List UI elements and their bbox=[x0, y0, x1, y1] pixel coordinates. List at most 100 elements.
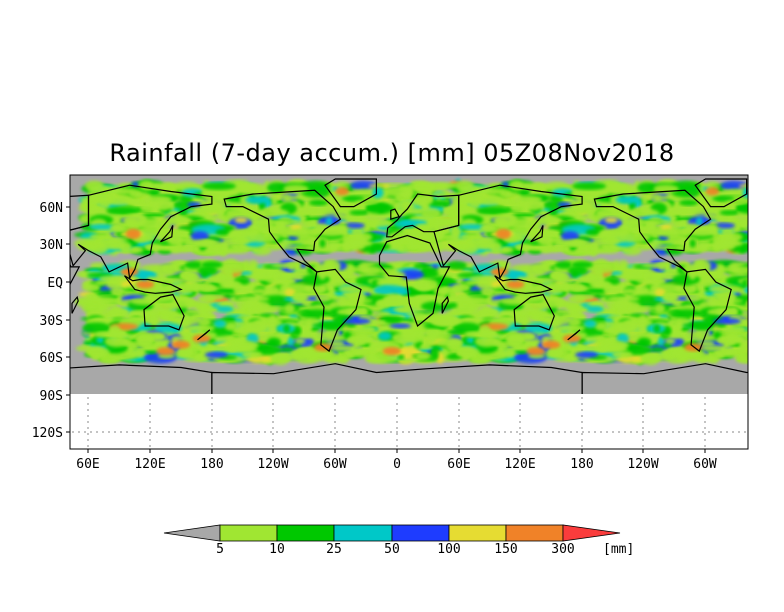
rain-cell bbox=[720, 180, 747, 191]
rain-cell bbox=[649, 283, 683, 294]
rain-cell bbox=[686, 226, 717, 237]
rain-cell bbox=[752, 199, 776, 206]
rain-cell bbox=[750, 268, 768, 274]
rain-cell bbox=[98, 275, 131, 283]
rain-cell bbox=[595, 262, 615, 268]
rain-cell bbox=[506, 271, 528, 278]
rain-cell bbox=[765, 332, 784, 342]
rain-cell bbox=[567, 266, 588, 276]
rain-cell bbox=[167, 234, 183, 246]
rain-cell bbox=[768, 185, 783, 195]
rain-cell bbox=[325, 217, 333, 226]
rain-cell bbox=[400, 219, 428, 226]
rain-cell bbox=[748, 316, 762, 325]
rain-cell bbox=[779, 262, 784, 272]
rain-cell bbox=[753, 337, 768, 345]
rain-cell bbox=[766, 300, 780, 306]
rain-cell bbox=[372, 187, 384, 199]
rain-cell bbox=[123, 214, 148, 227]
rain-cell bbox=[771, 223, 784, 232]
rain-cell bbox=[779, 300, 784, 309]
rain-cell bbox=[765, 192, 782, 203]
rain-cell bbox=[765, 291, 784, 297]
rain-cell bbox=[245, 196, 270, 204]
rain-cell bbox=[716, 222, 736, 229]
rain-cell bbox=[748, 333, 767, 341]
rain-cell bbox=[397, 354, 405, 360]
rain-cell bbox=[747, 225, 748, 228]
rain-cell bbox=[745, 351, 748, 358]
rain-cell bbox=[493, 214, 518, 227]
rain-cell bbox=[771, 331, 784, 338]
rain-cell bbox=[773, 288, 784, 298]
rain-cell bbox=[765, 269, 784, 275]
rain-cell bbox=[622, 288, 638, 295]
rain-cell bbox=[779, 267, 784, 273]
rain-cell bbox=[760, 188, 770, 193]
rain-cell bbox=[744, 311, 748, 317]
rain-cell bbox=[745, 184, 748, 187]
rain-cell bbox=[765, 219, 783, 226]
rain-cell bbox=[778, 319, 784, 329]
rain-cell bbox=[119, 241, 132, 254]
rain-cell bbox=[459, 242, 479, 255]
rain-cell bbox=[752, 306, 784, 317]
rain-cell bbox=[769, 323, 784, 334]
rain-cell bbox=[756, 341, 784, 347]
rain-cell bbox=[144, 244, 162, 250]
rain-cell bbox=[780, 277, 784, 286]
rain-cell bbox=[765, 268, 784, 274]
rain-cell bbox=[767, 243, 773, 252]
rain-cell bbox=[754, 345, 772, 351]
rain-cell bbox=[111, 306, 121, 314]
rain-cell bbox=[750, 329, 765, 339]
rain-cell bbox=[342, 240, 373, 247]
rain-cell bbox=[757, 275, 784, 282]
rain-cell bbox=[749, 324, 760, 331]
rain-cell bbox=[397, 243, 406, 252]
rain-cell bbox=[762, 211, 783, 217]
rain-cell bbox=[564, 353, 577, 362]
rain-cell bbox=[755, 208, 761, 218]
rain-cell bbox=[326, 286, 334, 291]
rain-cell bbox=[82, 322, 111, 334]
rain-cell bbox=[365, 203, 395, 214]
rain-cell bbox=[523, 279, 552, 285]
rain-cell bbox=[110, 224, 126, 233]
rain-cell bbox=[551, 246, 571, 251]
rain-cell bbox=[623, 219, 650, 226]
rain-cell bbox=[765, 201, 784, 210]
rain-cell bbox=[625, 272, 648, 280]
rain-cell bbox=[766, 185, 784, 193]
rain-cell bbox=[80, 196, 111, 203]
rain-cell bbox=[747, 332, 748, 337]
rain-cell bbox=[770, 244, 780, 250]
rain-cell bbox=[749, 281, 762, 287]
rain-cell bbox=[662, 292, 679, 303]
rain-cell bbox=[764, 220, 784, 227]
rain-cell bbox=[573, 294, 595, 300]
rain-cell bbox=[585, 228, 601, 236]
rain-cell bbox=[264, 285, 280, 295]
rain-cell bbox=[772, 189, 784, 195]
rain-cell bbox=[772, 191, 783, 198]
rain-cell bbox=[705, 187, 720, 196]
rain-cell bbox=[748, 341, 755, 350]
rain-cell bbox=[772, 244, 784, 250]
rain-cell bbox=[759, 285, 767, 294]
rain-cell bbox=[376, 278, 409, 287]
rain-cell bbox=[756, 236, 775, 246]
rain-cell bbox=[750, 339, 768, 350]
rain-cell bbox=[767, 328, 781, 338]
rain-cell bbox=[772, 200, 782, 209]
rain-cell bbox=[763, 189, 784, 194]
rain-cell bbox=[769, 341, 784, 346]
rain-cell bbox=[514, 244, 533, 250]
rain-cell bbox=[757, 328, 770, 340]
rain-cell bbox=[105, 187, 135, 195]
rain-cell bbox=[645, 272, 673, 280]
rain-cell bbox=[500, 247, 514, 253]
rain-cell bbox=[244, 300, 256, 306]
rain-cell bbox=[738, 219, 748, 227]
rain-cell bbox=[203, 294, 225, 300]
